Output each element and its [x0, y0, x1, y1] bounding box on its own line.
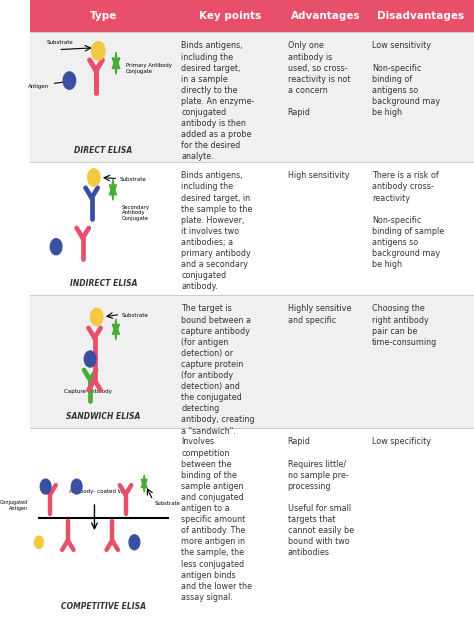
Polygon shape	[109, 180, 117, 200]
Text: Conjugated
Antigen: Conjugated Antigen	[0, 500, 28, 511]
Text: Primary Antibody
Conjugate: Primary Antibody Conjugate	[126, 63, 172, 73]
Polygon shape	[141, 475, 147, 492]
FancyBboxPatch shape	[30, 162, 474, 295]
Text: INDIRECT ELISA: INDIRECT ELISA	[70, 279, 137, 288]
Text: Substrate: Substrate	[155, 502, 180, 506]
Circle shape	[88, 169, 100, 186]
Circle shape	[84, 351, 96, 367]
Circle shape	[50, 239, 62, 255]
FancyBboxPatch shape	[30, 32, 474, 162]
Circle shape	[72, 479, 82, 494]
Circle shape	[129, 535, 140, 550]
Polygon shape	[112, 52, 120, 74]
Text: Substrate: Substrate	[46, 40, 73, 45]
Text: Type: Type	[90, 11, 117, 21]
FancyBboxPatch shape	[30, 0, 474, 32]
Text: Involves
competition
between the
binding of the
sample antigen
and conjugated
an: Involves competition between the binding…	[181, 438, 252, 602]
Text: Disadvantages: Disadvantages	[377, 11, 465, 21]
Text: Substrate: Substrate	[121, 313, 148, 318]
Circle shape	[91, 42, 105, 60]
Circle shape	[91, 308, 103, 326]
Text: Antigen: Antigen	[28, 84, 49, 89]
Text: Antibody- coated Well: Antibody- coated Well	[69, 489, 129, 494]
Text: Only one
antibody is
used, so cross-
reactivity is not
a concern

Rapid: Only one antibody is used, so cross- rea…	[288, 42, 350, 117]
FancyBboxPatch shape	[30, 295, 474, 428]
Text: SANDWICH ELISA: SANDWICH ELISA	[66, 412, 140, 420]
Text: Advantages: Advantages	[291, 11, 360, 21]
Text: Low sensitivity

Non-specific
binding of
antigens so
background may
be high: Low sensitivity Non-specific binding of …	[372, 42, 440, 117]
Text: Highly sensitive
and specific: Highly sensitive and specific	[288, 304, 351, 325]
Text: Binds antigens,
including the
desired target, in
the sample to the
plate. Howeve: Binds antigens, including the desired ta…	[181, 171, 252, 291]
Text: Choosing the
right antibody
pair can be
time-consuming: Choosing the right antibody pair can be …	[372, 304, 437, 347]
Text: COMPETITIVE ELISA: COMPETITIVE ELISA	[61, 603, 146, 612]
Circle shape	[63, 72, 75, 89]
Text: Binds antigens,
including the
desired target,
in a sample
directly to the
plate.: Binds antigens, including the desired ta…	[181, 42, 255, 162]
Text: Rapid

Requires little/
no sample pre-
processing

Useful for small
targets that: Rapid Requires little/ no sample pre- pr…	[288, 438, 354, 557]
Text: Secondary
Antibody
Conjugate: Secondary Antibody Conjugate	[122, 204, 150, 221]
Text: Key points: Key points	[199, 11, 261, 21]
FancyBboxPatch shape	[30, 428, 474, 619]
Text: Low specificity: Low specificity	[372, 438, 431, 447]
Circle shape	[40, 479, 51, 494]
Text: Capture antibody: Capture antibody	[64, 389, 112, 394]
Text: The target is
bound between a
capture antibody
(for antigen
detection) or
captur: The target is bound between a capture an…	[181, 304, 255, 436]
Polygon shape	[112, 319, 119, 340]
Text: High sensitivity: High sensitivity	[288, 171, 349, 180]
Text: There is a risk of
antibody cross-
reactivity

Non-specific
binding of sample
an: There is a risk of antibody cross- react…	[372, 171, 444, 269]
Text: DIRECT ELISA: DIRECT ELISA	[74, 146, 132, 155]
Text: Substrate: Substrate	[119, 178, 146, 182]
Circle shape	[35, 536, 44, 548]
